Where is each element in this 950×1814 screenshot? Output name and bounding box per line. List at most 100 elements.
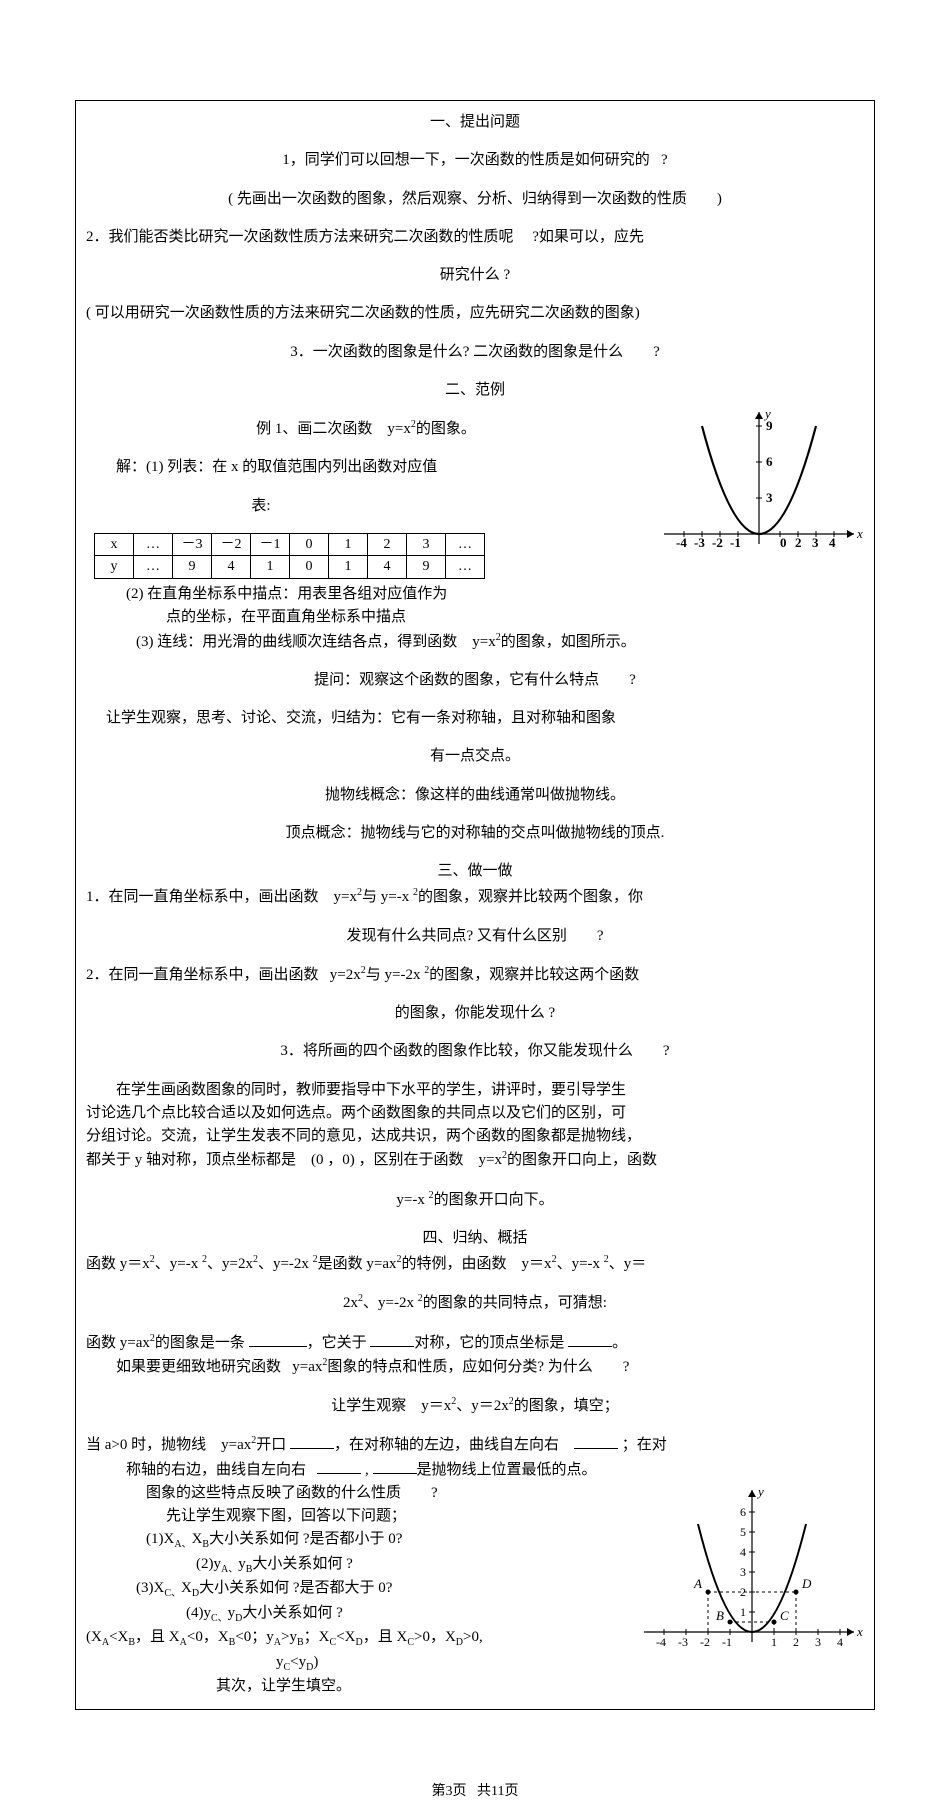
s4p5b: 开口 bbox=[256, 1437, 290, 1453]
blank-field[interactable] bbox=[568, 1331, 612, 1347]
blank-field[interactable] bbox=[290, 1433, 334, 1449]
af: >y bbox=[281, 1629, 297, 1645]
svg-text:-4: -4 bbox=[676, 535, 687, 550]
svg-text:3: 3 bbox=[740, 1565, 746, 1579]
q1t: 大小关系如何 ?是否都小于 0? bbox=[209, 1531, 402, 1547]
q2a: 2．我们能否类比研究一次函数性质方法来研究二次函数的性质呢 bbox=[86, 229, 514, 245]
s3p2b: 的图象，观察并比较这两个函数 bbox=[429, 967, 639, 983]
s3p1fn1: y=x bbox=[334, 889, 357, 905]
s3n5: y=-x 2的图象开口向下。 bbox=[86, 1188, 864, 1212]
table-cell: … bbox=[446, 556, 485, 579]
table-cell: 2 bbox=[368, 533, 407, 556]
s4b1d: 对称，它的顶点坐标是 bbox=[414, 1335, 568, 1351]
svg-text:A: A bbox=[693, 1576, 702, 1591]
svg-text:4: 4 bbox=[740, 1545, 746, 1559]
step1a: (1) 列表：在 x 的取值范围内列出函数对应值 bbox=[146, 459, 437, 475]
q3: 3．一次函数的图象是什么? 二次函数的图象是什么 ? bbox=[86, 341, 864, 364]
s4p1c: 、y=2x bbox=[207, 1256, 253, 1272]
aa: (X bbox=[86, 1629, 102, 1645]
ask: 提问：观察这个函数的图象，它有什么特点 ? bbox=[86, 669, 864, 692]
table-cell: … bbox=[134, 533, 173, 556]
s4p1f: 的特例，由函数 y＝x bbox=[402, 1256, 552, 1272]
q3a: (3)X bbox=[136, 1580, 164, 1596]
s3p1a: 1．在同一直角坐标系中，画出函数 bbox=[86, 889, 319, 905]
s4p5d: ；在对 bbox=[618, 1437, 667, 1453]
s4b1e: 。 bbox=[612, 1335, 627, 1351]
table-cell: －2 bbox=[212, 533, 251, 556]
q1m: X bbox=[192, 1531, 203, 1547]
q2-note-text: ( 可以用研究一次函数性质的方法来研究二次函数的性质，应先研究二次函数的图象) bbox=[86, 305, 640, 321]
table-cell: 1 bbox=[329, 533, 368, 556]
s4blank1: 函数 y=ax2的图象是一条 ，它关于 对称，它的顶点坐标是 。 bbox=[86, 1331, 864, 1355]
q1a: (1)X bbox=[146, 1531, 174, 1547]
step3c: 的图象，如图所示。 bbox=[501, 634, 636, 650]
q2: 2．我们能否类比研究一次函数性质方法来研究二次函数的性质呢 ?如果可以，应先 bbox=[86, 226, 864, 249]
svg-text:x: x bbox=[856, 1624, 863, 1639]
q2s1: A、 bbox=[221, 1564, 238, 1575]
parabola-chart-2: x y 1 2 3 4 5 6 bbox=[634, 1482, 864, 1660]
table-cell: －1 bbox=[251, 533, 290, 556]
page-total: 共11页 bbox=[477, 1784, 518, 1799]
q1s1: A、 bbox=[174, 1539, 191, 1550]
table-cell: －3 bbox=[173, 533, 212, 556]
svg-text:y: y bbox=[756, 1484, 764, 1499]
s4p3c: 图象的特点和性质，应如何分类? 为什么 ? bbox=[327, 1359, 629, 1375]
step3b: y=x bbox=[472, 634, 495, 650]
blank-field[interactable] bbox=[370, 1331, 414, 1347]
obs-b: 有一点交点。 bbox=[86, 745, 864, 768]
svg-text:6: 6 bbox=[766, 454, 773, 469]
q3t: 大小关系如何 ?是否都大于 0? bbox=[199, 1580, 392, 1596]
q2-note: ( 可以用研究一次函数性质的方法来研究二次函数的性质，应先研究二次函数的图象) bbox=[86, 302, 864, 325]
s4p6: 称轴的右边，曲线自左向右 , 是抛物线上位置最低的点。 bbox=[126, 1458, 864, 1482]
q3s2: D bbox=[192, 1588, 199, 1599]
svg-text:3: 3 bbox=[815, 1635, 821, 1649]
s4b1b: 的图象是一条 bbox=[155, 1335, 249, 1351]
ad: <0，X bbox=[187, 1629, 229, 1645]
svg-text:2: 2 bbox=[793, 1635, 799, 1649]
s3p2c: 的图象，你能发现什么 ? bbox=[86, 1002, 864, 1025]
blank-field[interactable] bbox=[317, 1458, 361, 1474]
q4m: y bbox=[228, 1605, 236, 1621]
s3n4: 都关于 y 轴对称，顶点坐标都是 (0 ，0) ，区别在于函数 y=x2的图象开… bbox=[86, 1148, 864, 1172]
s3n5a: y=-x bbox=[396, 1192, 428, 1208]
svg-text:C: C bbox=[780, 1608, 789, 1623]
svg-text:-3: -3 bbox=[678, 1635, 688, 1649]
def1: 抛物线概念：像这样的曲线通常叫做抛物线。 bbox=[86, 784, 864, 807]
ex-label: 例 1、画二次函数 y=x bbox=[256, 421, 411, 437]
svg-text:x: x bbox=[856, 526, 863, 541]
table-cell: … bbox=[134, 556, 173, 579]
s3p3: 3．将所画的四个函数的图象作比较，你又能发现什么 ? bbox=[86, 1040, 864, 1063]
s4b1a: 函数 y=ax bbox=[86, 1335, 150, 1351]
s4p5a: 当 a>0 时，抛物线 y=ax bbox=[86, 1437, 251, 1453]
table-row: y … 9 4 1 0 1 4 9 … bbox=[95, 556, 485, 579]
svg-text:4: 4 bbox=[837, 1635, 843, 1649]
s3p1c: 发现有什么共同点? 又有什么区别 ? bbox=[86, 925, 864, 948]
s4p1h: 、y＝ bbox=[609, 1256, 647, 1272]
table-cell: y bbox=[95, 556, 134, 579]
svg-text:5: 5 bbox=[740, 1525, 746, 1539]
blank-field[interactable] bbox=[574, 1433, 618, 1449]
s3p1: 1．在同一直角坐标系中，画出函数 y=x2与 y=-x 2的图象，观察并比较两个… bbox=[86, 885, 864, 909]
s4p1: 函数 y＝x2、y=-x 2、y=2x2、y=-2x 2是函数 y=ax2的特例… bbox=[86, 1252, 864, 1276]
svg-text:1: 1 bbox=[740, 1605, 746, 1619]
s4p1e: 是函数 y=ax bbox=[318, 1256, 397, 1272]
step3a: (3) 连线：用光滑的曲线顺次连结各点，得到函数 bbox=[136, 634, 457, 650]
ai: ，且 X bbox=[363, 1629, 408, 1645]
s3p2fn1: y=2x bbox=[330, 967, 361, 983]
q2s2: B bbox=[246, 1564, 253, 1575]
section3-title: 三、做一做 bbox=[86, 860, 864, 883]
q3m: X bbox=[181, 1580, 192, 1596]
s4p6c: 是抛物线上位置最低的点。 bbox=[417, 1462, 597, 1478]
sol-label: 解： bbox=[116, 459, 146, 475]
s3n3: 分组讨论。交流，让学生发表不同的意见，达成共识，两个函数的图象都是抛物线， bbox=[86, 1125, 864, 1148]
ex-tail: 的图象。 bbox=[416, 421, 476, 437]
s4p1d: 、y=-2x bbox=[258, 1256, 313, 1272]
s4p1a: 函数 y＝x bbox=[86, 1256, 150, 1272]
svg-text:3: 3 bbox=[766, 490, 773, 505]
blank-field[interactable] bbox=[373, 1458, 417, 1474]
ae: <0；y bbox=[235, 1629, 273, 1645]
blank-field[interactable] bbox=[249, 1331, 307, 1347]
svg-text:-2: -2 bbox=[712, 535, 723, 550]
q1-text: 1，同学们可以回想一下，一次函数的性质是如何研究的 bbox=[282, 152, 650, 168]
s4last: 其次，让学生填空。 bbox=[216, 1675, 864, 1698]
